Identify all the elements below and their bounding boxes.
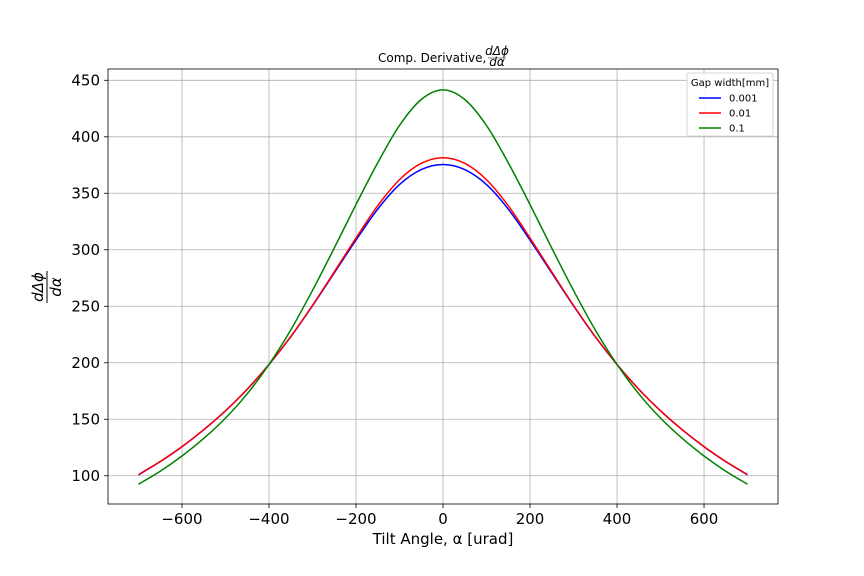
y-tick-label: 450	[71, 71, 100, 89]
x-tick-label: 0	[438, 510, 448, 528]
chart-title-frac-num: dΔϕ	[485, 44, 509, 58]
legend: Gap width[mm] 0.001 0.01 0.1	[686, 72, 774, 137]
legend-box	[686, 72, 774, 137]
series-line-0-1	[138, 89, 748, 485]
x-axis-title: Tilt Angle, α [urad]	[372, 530, 514, 548]
series-line-0-01	[138, 156, 748, 476]
y-axis-title-num: dΔϕ	[29, 272, 47, 302]
x-tick-label: −400	[248, 510, 289, 528]
legend-title: Gap width[mm]	[691, 78, 769, 89]
legend-label: 0.1	[729, 124, 745, 135]
y-tick-label: 150	[71, 410, 100, 428]
legend-items: 0.001 0.01 0.1	[699, 94, 758, 135]
x-tick-label: −600	[161, 510, 202, 528]
y-tick-label: 400	[71, 128, 100, 146]
x-tick-label: 400	[603, 510, 632, 528]
plot-frame	[107, 68, 779, 505]
y-tick-label: 250	[71, 297, 100, 315]
chart-title: Comp. Derivative,	[378, 51, 486, 65]
chart-title-frac-den: dα	[489, 55, 505, 69]
ticks: −600 −400 −200 0 200 400 600 100 150 200 250 300 350…	[71, 71, 718, 528]
y-tick-label: 350	[71, 184, 100, 202]
y-axis-title-den: dα	[47, 277, 65, 297]
y-axis-title: dΔϕ dα	[29, 271, 65, 303]
x-tick-label: −200	[335, 510, 376, 528]
y-tick-label: 200	[71, 354, 100, 372]
legend-label: 0.001	[729, 94, 758, 105]
grid	[108, 69, 778, 504]
x-tick-label: 200	[516, 510, 545, 528]
y-tick-label: 300	[71, 241, 100, 259]
series-layer	[138, 89, 748, 485]
chart-title-group: Comp. Derivative, dΔϕ dα	[378, 44, 509, 69]
legend-label: 0.01	[729, 109, 751, 120]
y-tick-label: 100	[71, 467, 100, 485]
x-tick-label: 600	[690, 510, 719, 528]
